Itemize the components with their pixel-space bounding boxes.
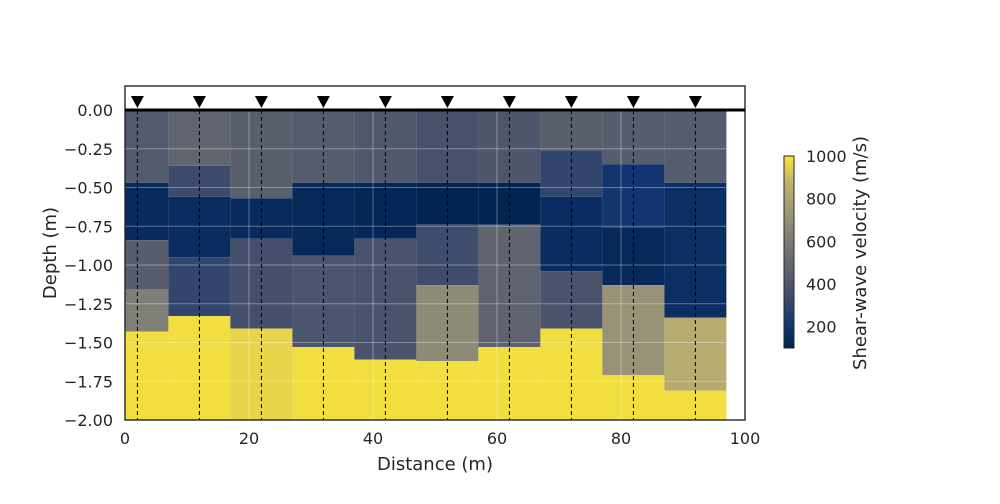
receiver-lines xyxy=(136,110,696,420)
y-tick-label: 0.00 xyxy=(77,101,113,120)
x-tick-label: 0 xyxy=(120,429,130,448)
station-marker-5 xyxy=(440,96,454,108)
x-tick-label: 60 xyxy=(487,429,507,448)
y-tick-label: −1.25 xyxy=(64,295,113,314)
y-axis-label: Depth (m) xyxy=(40,207,61,299)
station-marker-7 xyxy=(564,96,578,108)
colorbar-ticks: 200 400 600 800 1000 xyxy=(806,147,847,337)
velocity-cell-1-4 xyxy=(168,316,231,420)
y-tick-label: −0.75 xyxy=(64,217,113,236)
x-tick-label: 40 xyxy=(363,429,383,448)
velocity-cell-0-2 xyxy=(125,240,169,290)
x-axis-ticks: 0 20 40 60 80 100 xyxy=(120,429,760,448)
y-tick-label: −1.00 xyxy=(64,256,113,275)
colorbar-tick-label: 1000 xyxy=(806,147,847,166)
station-marker-0 xyxy=(130,96,144,108)
station-marker-3 xyxy=(316,96,330,108)
colorbar xyxy=(783,155,795,349)
velocity-cell-1-2 xyxy=(168,196,231,258)
x-tick-label: 100 xyxy=(730,429,761,448)
velocity-cell-0-0 xyxy=(125,110,169,183)
y-axis-ticks: 0.00 −0.25 −0.50 −0.75 −1.00 −1.25 −1.50 −1.75 −… xyxy=(64,101,113,430)
y-tick-label: −1.75 xyxy=(64,372,113,391)
velocity-cell-7-0 xyxy=(540,110,603,151)
colorbar-tick-label: 400 xyxy=(806,275,837,294)
colorbar-tick-label: 200 xyxy=(806,318,837,337)
y-tick-label: −2.00 xyxy=(64,411,113,430)
velocity-cell-0-1 xyxy=(125,182,169,241)
y-tick-label: −0.50 xyxy=(64,179,113,198)
y-tick-label: −1.50 xyxy=(64,334,113,353)
colorbar-label: Shear-wave velocity (m/s) xyxy=(850,136,871,370)
colorbar-tick-label: 600 xyxy=(806,232,837,251)
colorbar-tick-label: 800 xyxy=(806,190,837,209)
station-marker-2 xyxy=(254,96,268,108)
station-marker-1 xyxy=(192,96,206,108)
plot-frame xyxy=(124,85,746,421)
station-markers xyxy=(130,96,702,108)
y-tick-label: −0.25 xyxy=(64,140,113,159)
velocity-cell-5-2 xyxy=(416,224,479,286)
velocity-cell-4-3 xyxy=(354,359,417,420)
station-marker-4 xyxy=(378,96,392,108)
station-marker-9 xyxy=(688,96,702,108)
x-axis-label: Distance (m) xyxy=(377,454,493,475)
station-marker-8 xyxy=(626,96,640,108)
velocity-cell-0-4 xyxy=(125,331,169,420)
x-tick-label: 20 xyxy=(239,429,259,448)
x-tick-label: 80 xyxy=(611,429,631,448)
station-marker-6 xyxy=(502,96,516,108)
velocity-cell-0-3 xyxy=(125,289,169,332)
